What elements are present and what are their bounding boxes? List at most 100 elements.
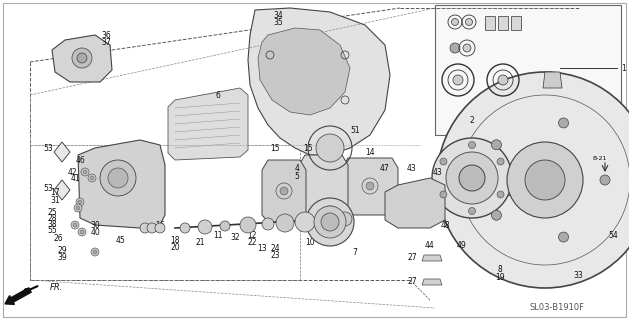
Text: 54: 54	[608, 230, 618, 239]
Text: 40: 40	[90, 228, 100, 236]
Circle shape	[100, 160, 136, 196]
Text: 8: 8	[498, 266, 503, 275]
Circle shape	[446, 152, 498, 204]
Circle shape	[440, 191, 447, 198]
Text: 5: 5	[294, 172, 299, 180]
Text: 7: 7	[353, 247, 357, 257]
Polygon shape	[422, 279, 442, 285]
Polygon shape	[258, 28, 350, 115]
Polygon shape	[511, 16, 521, 30]
Circle shape	[432, 138, 512, 218]
Circle shape	[280, 187, 288, 195]
Circle shape	[198, 220, 212, 234]
Text: 19: 19	[495, 273, 505, 282]
Circle shape	[600, 175, 610, 185]
Polygon shape	[385, 178, 445, 228]
Circle shape	[316, 134, 344, 162]
Bar	[435, 5, 621, 135]
Text: 18: 18	[170, 236, 180, 244]
Circle shape	[76, 198, 84, 206]
Text: 36: 36	[101, 30, 111, 39]
Text: 53: 53	[43, 183, 53, 193]
Circle shape	[559, 118, 569, 128]
Text: 22: 22	[247, 237, 257, 246]
Text: 27: 27	[407, 277, 417, 286]
Circle shape	[76, 206, 80, 210]
Circle shape	[295, 212, 315, 232]
Polygon shape	[168, 88, 248, 160]
Text: 26: 26	[53, 234, 63, 243]
Circle shape	[498, 75, 508, 85]
Text: 34: 34	[273, 11, 283, 20]
Text: 14: 14	[365, 148, 375, 156]
Text: 37: 37	[101, 37, 111, 46]
Text: 12: 12	[247, 230, 257, 239]
Text: 30: 30	[90, 220, 100, 229]
Circle shape	[81, 168, 89, 176]
Circle shape	[78, 200, 82, 204]
Text: 29: 29	[57, 245, 67, 254]
Circle shape	[155, 223, 165, 233]
Polygon shape	[248, 8, 390, 155]
Circle shape	[497, 191, 504, 198]
Text: 23: 23	[270, 251, 280, 260]
Polygon shape	[299, 155, 348, 215]
Circle shape	[80, 230, 84, 234]
Text: 24: 24	[270, 244, 280, 252]
Text: 31: 31	[50, 196, 60, 204]
Circle shape	[338, 212, 352, 226]
Polygon shape	[54, 142, 70, 162]
Circle shape	[469, 141, 476, 148]
Text: 32: 32	[230, 233, 240, 242]
Text: 43: 43	[433, 167, 443, 177]
Circle shape	[77, 53, 87, 63]
Text: 16: 16	[155, 220, 165, 229]
Circle shape	[88, 174, 96, 182]
Circle shape	[459, 165, 485, 191]
Text: 6: 6	[216, 91, 220, 100]
Text: 4: 4	[294, 164, 299, 172]
Text: 15: 15	[303, 143, 313, 153]
Text: 55: 55	[47, 226, 57, 235]
Text: 21: 21	[195, 237, 205, 246]
Text: 48: 48	[440, 220, 450, 229]
Circle shape	[314, 206, 346, 238]
Circle shape	[180, 223, 190, 233]
FancyArrow shape	[5, 288, 31, 304]
Circle shape	[220, 221, 230, 231]
Text: 1: 1	[621, 63, 626, 73]
Circle shape	[83, 170, 87, 174]
Text: 15: 15	[270, 143, 280, 153]
Polygon shape	[543, 72, 562, 88]
Text: 44: 44	[425, 241, 435, 250]
Text: 11: 11	[213, 230, 223, 239]
Circle shape	[453, 75, 463, 85]
Text: 53: 53	[43, 143, 53, 153]
Circle shape	[469, 207, 476, 214]
Text: 41: 41	[70, 173, 80, 182]
Polygon shape	[342, 158, 398, 215]
Circle shape	[93, 250, 97, 254]
Text: 38: 38	[47, 220, 57, 228]
Circle shape	[240, 217, 256, 233]
Circle shape	[559, 232, 569, 242]
Circle shape	[108, 168, 128, 188]
Circle shape	[276, 214, 294, 232]
Circle shape	[74, 204, 82, 212]
Circle shape	[73, 223, 77, 227]
Text: 33: 33	[573, 270, 583, 279]
Polygon shape	[52, 35, 112, 82]
Polygon shape	[498, 16, 508, 30]
Text: FR.: FR.	[50, 284, 64, 292]
Text: 25: 25	[47, 207, 57, 217]
Circle shape	[90, 176, 94, 180]
Text: SL03-B1910F: SL03-B1910F	[530, 303, 585, 313]
Polygon shape	[443, 132, 510, 222]
Circle shape	[497, 158, 504, 165]
Text: 35: 35	[273, 18, 283, 27]
Text: 2: 2	[470, 116, 474, 124]
Text: 46: 46	[75, 156, 85, 164]
Circle shape	[78, 228, 86, 236]
Circle shape	[463, 44, 471, 52]
Polygon shape	[422, 255, 442, 261]
